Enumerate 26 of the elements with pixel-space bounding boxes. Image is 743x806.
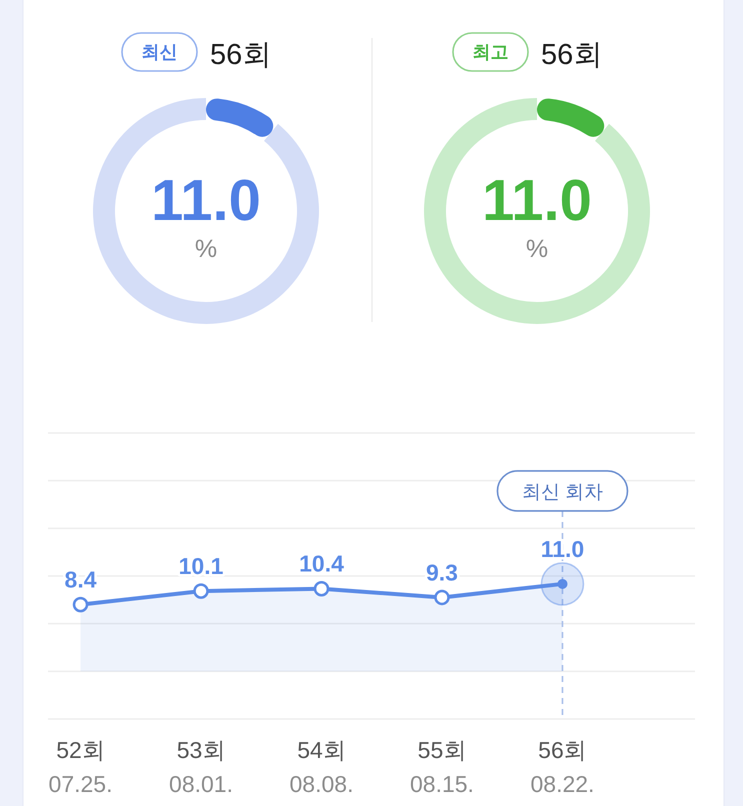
data-label: 10.1 <box>178 553 224 580</box>
data-label: 8.4 <box>64 566 97 593</box>
x-tick-label: 52회 07.25. <box>48 737 113 797</box>
chart-title: 56회 <box>541 39 602 71</box>
x-tick-label: 55회 08.15. <box>410 737 474 797</box>
text: % <box>526 235 548 263</box>
point <box>72 596 88 612</box>
text: % <box>194 235 218 263</box>
chart-subtitle: 최신 <box>142 42 178 62</box>
data-label: 11.0 <box>482 168 592 233</box>
chart-title: 56회 <box>210 39 272 71</box>
point <box>314 580 330 596</box>
data-label: 10.4 <box>299 550 344 577</box>
data-label: 11.0 <box>151 168 261 233</box>
point <box>434 590 450 606</box>
data-label: 9.3 <box>426 559 458 586</box>
x-tick-label: 54회 08.08. <box>290 737 354 797</box>
ref-line-label: 최신 회차 <box>522 482 604 503</box>
badge: 최고 <box>452 32 529 72</box>
ref-line-label: 최신 회차 <box>496 470 628 512</box>
data-label: 11.0 <box>540 536 584 562</box>
badge: 최신 <box>121 32 198 72</box>
point <box>193 583 209 599</box>
chart-subtitle: 최고 <box>472 42 508 62</box>
x-tick-label: 56회 08.22. <box>530 737 594 797</box>
x-tick-label: 53회 08.01. <box>169 737 233 797</box>
